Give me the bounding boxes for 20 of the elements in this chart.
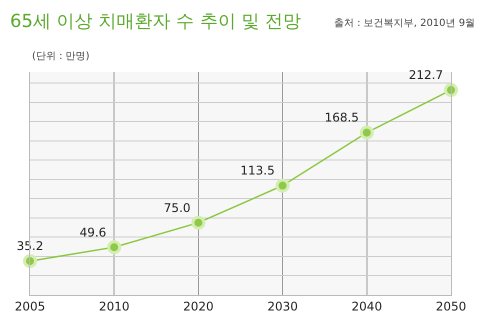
data-label: 75.0 xyxy=(164,200,191,215)
x-tick-label: 2010 xyxy=(98,299,130,314)
point xyxy=(107,240,122,254)
point xyxy=(276,178,290,193)
x-tick-label: 2040 xyxy=(352,299,382,314)
x-tick-label: 2030 xyxy=(267,299,298,314)
point xyxy=(23,254,37,268)
point xyxy=(360,126,374,140)
data-label: 168.5 xyxy=(324,110,359,125)
chart-title: 65세 이상 치매환자 수 추이 및 전망 xyxy=(10,11,302,32)
x-tick-label: 2050 xyxy=(436,299,466,314)
point xyxy=(191,216,206,230)
x-tick-label: 2020 xyxy=(183,299,214,314)
chart-subtitle: 출처 : 보건복지부, 2010년 9월 xyxy=(334,18,476,29)
data-label: 49.6 xyxy=(80,225,106,240)
data-label: 113.5 xyxy=(240,164,275,178)
point xyxy=(444,83,458,98)
y-axis-title: (단위 : 만명) xyxy=(32,51,90,62)
data-label: 212.7 xyxy=(408,68,444,82)
x-tick-label: 2005 xyxy=(14,299,46,314)
